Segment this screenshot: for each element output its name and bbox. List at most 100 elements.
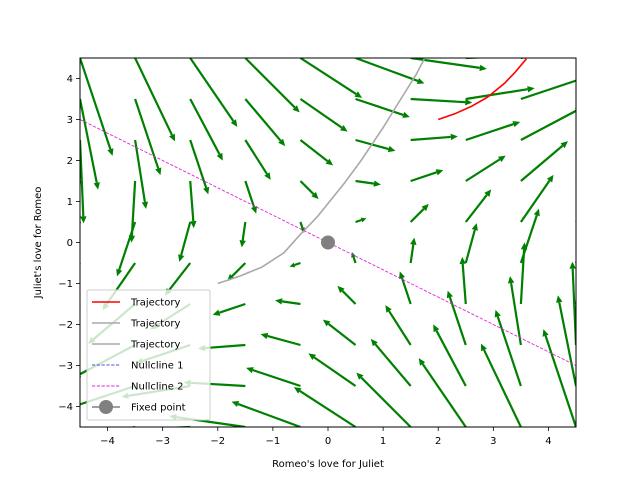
arrow-shaft (510, 282, 522, 346)
arrow-head (479, 64, 487, 72)
vector-arrow (399, 271, 412, 305)
arrow-head (416, 78, 425, 84)
arrow-head (471, 223, 478, 231)
arrow-shaft (410, 171, 437, 183)
x-tick-label: 2 (435, 436, 441, 447)
arrow-shaft (355, 179, 375, 185)
arrow-head (421, 203, 429, 212)
legend-label: Nullcline 2 (131, 382, 183, 393)
arrow-shaft (360, 376, 412, 427)
arrow-shaft (496, 316, 522, 387)
arrow-shaft (461, 263, 467, 305)
arrow-head (402, 111, 410, 118)
vector-arrow (239, 221, 247, 248)
y-axis-label: Juliet's love for Romeo (33, 187, 44, 300)
arrow-shaft (352, 256, 357, 264)
vector-arrow (244, 139, 271, 180)
arrow-shaft (244, 139, 268, 175)
x-tick-label: 1 (380, 436, 386, 447)
arrow-shaft (80, 98, 98, 183)
vector-arrow (465, 86, 535, 101)
vector-arrow (410, 169, 444, 183)
x-tick-label: 3 (490, 436, 496, 447)
arrow-shaft (244, 98, 282, 142)
vector-arrow (337, 285, 357, 305)
vector-arrow (520, 141, 568, 182)
arrow-shaft (281, 300, 301, 306)
arrow-shaft (400, 277, 412, 305)
arrow-head (512, 121, 521, 128)
arrow-shaft (544, 335, 576, 427)
y-tick-label: 1 (67, 197, 73, 208)
vector-arrow (494, 309, 522, 387)
trajectory-line (437, 58, 528, 121)
arrow-shaft (327, 323, 357, 346)
arrow-shaft (448, 296, 467, 346)
legend-label: Trajectory (130, 298, 180, 309)
vector-arrow (459, 256, 467, 305)
arrow-shaft (520, 79, 576, 101)
arrow-head (251, 206, 257, 214)
arrow-shaft (244, 58, 296, 109)
arrow-shaft (388, 310, 412, 346)
legend-label: Nullcline 1 (131, 361, 183, 372)
vector-arrow (385, 305, 412, 346)
vector-arrow (410, 133, 458, 142)
arrow-head (542, 329, 549, 337)
vector-arrow (322, 319, 357, 346)
arrow-shaft (299, 58, 357, 95)
arrow-shaft (464, 229, 476, 264)
arrow-head (446, 290, 453, 299)
arrow-head (311, 191, 319, 200)
arrow-shaft (294, 261, 301, 267)
vector-arrow (244, 58, 300, 113)
legend-item: Trajectory (92, 298, 180, 309)
arrow-shaft (241, 221, 247, 241)
arrow-shaft (189, 98, 221, 155)
arrow-shaft (299, 390, 357, 427)
arrow-head (450, 133, 458, 141)
arrow-shaft (410, 58, 481, 69)
arrow-shaft (299, 221, 304, 229)
arrow-shaft (299, 180, 315, 195)
legend-label: Trajectory (130, 319, 180, 330)
arrow-head (322, 319, 331, 327)
arrow-head (190, 220, 197, 229)
arrow-shaft (134, 58, 173, 136)
arrow-head (107, 148, 114, 156)
legend-item: Trajectory (92, 319, 180, 330)
vector-arrow (542, 329, 576, 427)
arrow-shaft (168, 262, 192, 291)
arrow-shaft (267, 334, 301, 347)
arrow-shaft (571, 268, 576, 346)
arrow-shaft (410, 97, 466, 104)
arrow-shaft (180, 221, 192, 256)
vector-arrow (446, 290, 467, 346)
arrow-shaft (558, 302, 576, 387)
vector-arrow (507, 276, 522, 346)
vector-arrow (520, 79, 576, 101)
vector-arrow (299, 139, 334, 166)
vector-arrow (418, 358, 467, 427)
arrow-shaft (435, 330, 467, 387)
y-tick-label: 3 (67, 115, 73, 126)
arrow-head (507, 276, 515, 284)
vector-arrow (464, 223, 478, 264)
vector-arrow (356, 372, 412, 427)
arrow-head (260, 332, 269, 340)
vector-arrow (189, 139, 210, 195)
arrow-head (155, 167, 162, 176)
arrow-shaft (130, 180, 137, 236)
vector-arrow (308, 353, 357, 387)
vector-arrow (433, 324, 467, 387)
arrow-head (216, 152, 223, 161)
arrow-shaft (341, 290, 357, 305)
arrow-shaft (244, 180, 256, 208)
legend-label: Fixed point (131, 403, 186, 414)
arrow-shaft (374, 343, 412, 387)
fixed-point-marker (321, 235, 335, 250)
arrow-head (128, 235, 136, 243)
legend-item: Nullcline 1 (92, 361, 183, 372)
arrow-head (484, 189, 492, 197)
arrow-shaft (355, 58, 419, 82)
